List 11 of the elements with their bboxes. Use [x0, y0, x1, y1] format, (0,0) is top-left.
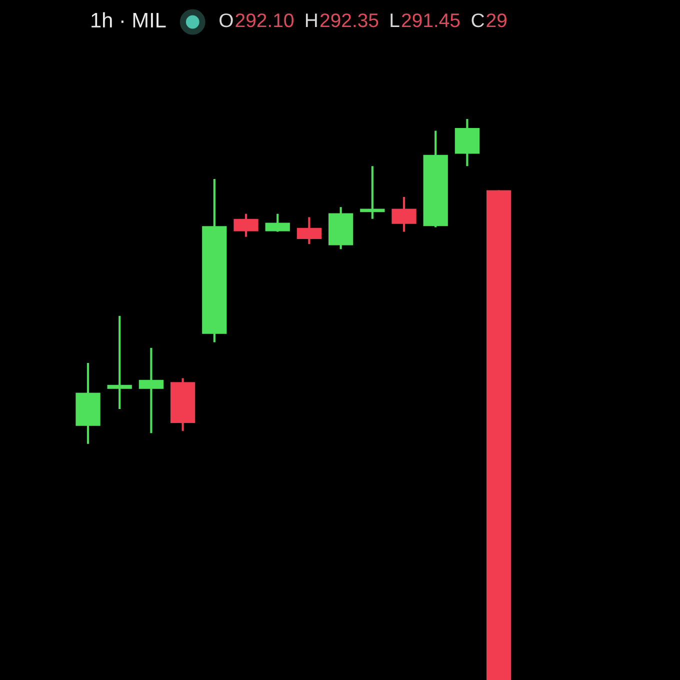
text: O [220, 13, 233, 28]
candlestick [138, 346, 164, 434]
text: 29 [486, 13, 506, 28]
chart-title: 1h · MIL [92, 12, 166, 28]
candlestick [107, 314, 132, 410]
text: 291.45 [402, 13, 460, 28]
text: 292.10 [236, 13, 294, 28]
text: H [306, 14, 317, 28]
text: C [472, 13, 484, 28]
text: L [390, 14, 400, 28]
text: 292.35 [320, 13, 378, 28]
